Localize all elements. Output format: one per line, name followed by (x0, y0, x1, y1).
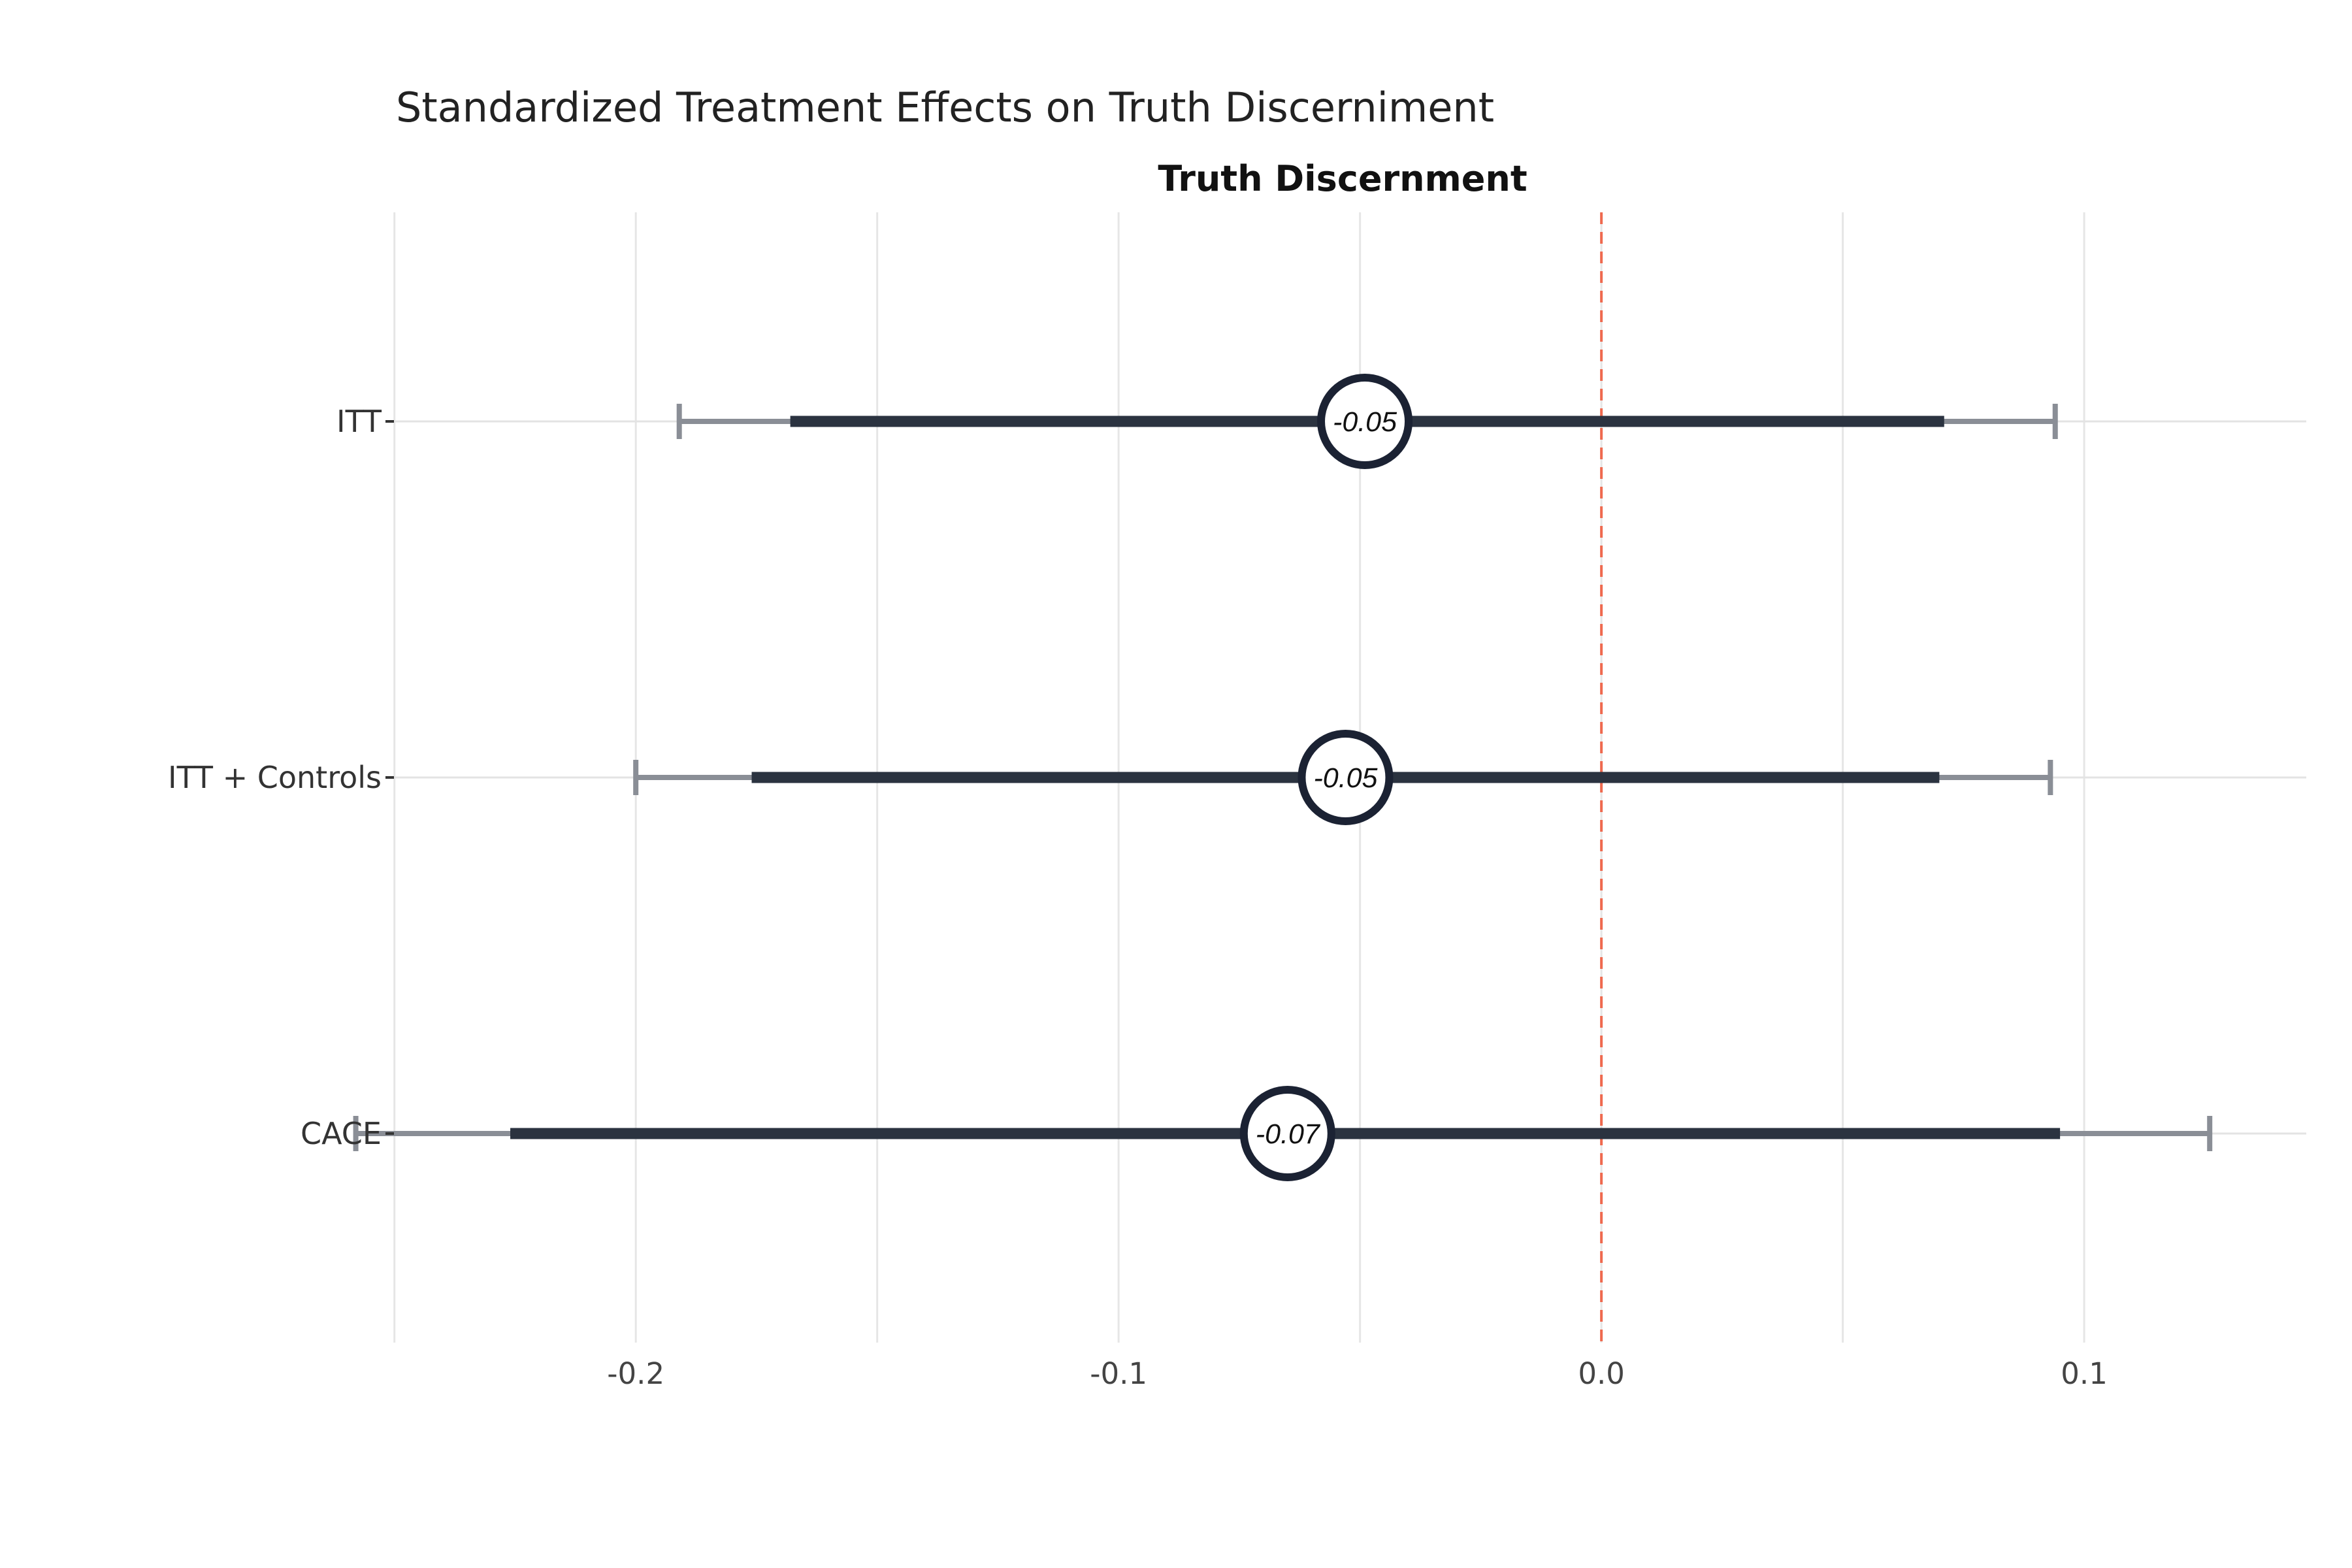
x-tick-label-1: -0.1 (1090, 1356, 1147, 1391)
chart-subtitle: Truth Discernment (1158, 158, 1527, 199)
estimate-label: -0.05 (1333, 406, 1397, 438)
estimate-row-1: -0.05 (633, 730, 2053, 825)
y-axis: ITT ITT + Controls CACE (168, 404, 394, 1151)
estimate-label: -0.05 (1313, 762, 1378, 794)
x-axis: -0.2 -0.1 0.0 0.1 (607, 1356, 2108, 1391)
x-tick-label-3: 0.1 (2061, 1356, 2108, 1391)
estimate-row-2: -0.07 (353, 1086, 2213, 1181)
estimate-marker (1298, 730, 1394, 825)
estimate-marker (1317, 374, 1413, 469)
x-tick-label-0: -0.2 (607, 1356, 664, 1391)
estimate-marker (1239, 1086, 1335, 1181)
y-tick-label-1: ITT + Controls (168, 760, 382, 795)
x-tick-label-2: 0.0 (1578, 1356, 1625, 1391)
chart-title: Standardized Treatment Effects on Truth … (396, 84, 1494, 131)
y-tick-label-0: ITT (336, 404, 382, 439)
y-tick-label-2: CACE (301, 1116, 382, 1151)
estimate-label: -0.07 (1256, 1119, 1321, 1150)
estimate-row-0: -0.05 (676, 374, 2058, 469)
estimate-rows: -0.05 -0.05 -0.07 (353, 374, 2213, 1181)
